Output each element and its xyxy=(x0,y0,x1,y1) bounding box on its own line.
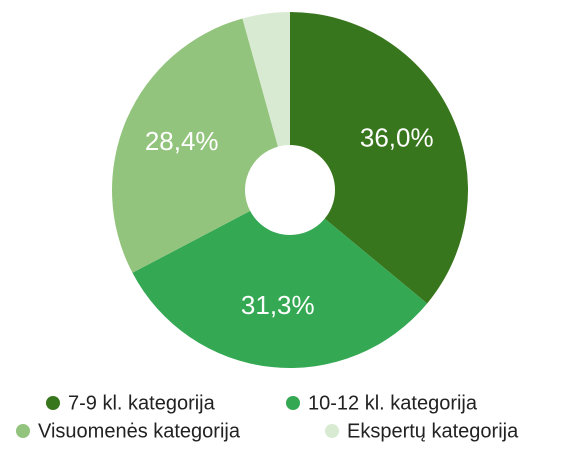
value-label: 28,4% xyxy=(145,126,219,156)
legend-marker xyxy=(286,396,300,410)
legend-marker xyxy=(46,396,60,410)
legend-marker xyxy=(16,424,30,438)
donut-slice xyxy=(242,12,290,147)
value-label: 36,0% xyxy=(360,123,434,153)
legend-marker xyxy=(325,424,339,438)
donut-slice xyxy=(111,18,278,273)
legend-label: Visuomenės kategorija xyxy=(38,420,241,442)
donut-slice xyxy=(290,12,468,304)
value-label: 31,3% xyxy=(241,290,315,320)
legend-label: Ekspertų kategorija xyxy=(347,420,519,442)
legend-label: 7-9 kl. kategorija xyxy=(68,392,216,414)
donut-slice xyxy=(132,210,428,368)
legend-label: 10-12 kl. kategorija xyxy=(308,392,478,414)
